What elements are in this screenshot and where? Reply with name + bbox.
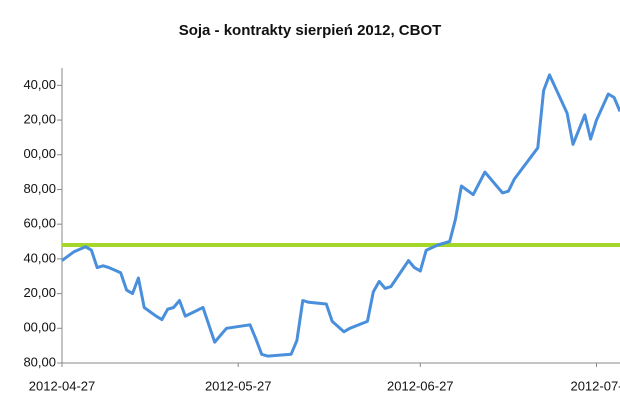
x-tick-label: 2012-06-27 [387,378,454,393]
y-tick-label: 80,00 [23,181,56,196]
y-tick-label: 40,00 [23,77,56,92]
x-tick-label: 2012-07- [570,378,620,393]
chart-title: Soja - kontrakty sierpień 2012, CBOT [179,22,442,39]
y-tick-label: 40,00 [23,250,56,265]
y-tick-label: 20,00 [23,285,56,300]
price-line [61,73,620,358]
y-tick-label: 00,00 [23,320,56,335]
x-tick-label: 2012-05-27 [205,378,272,393]
y-tick-label: 20,00 [23,111,56,126]
y-tick-label: 60,00 [23,216,56,231]
y-tick-label: 80,00 [23,354,56,369]
y-tick-label: 00,00 [23,146,56,161]
x-tick-label: 2012-04-27 [29,378,96,393]
